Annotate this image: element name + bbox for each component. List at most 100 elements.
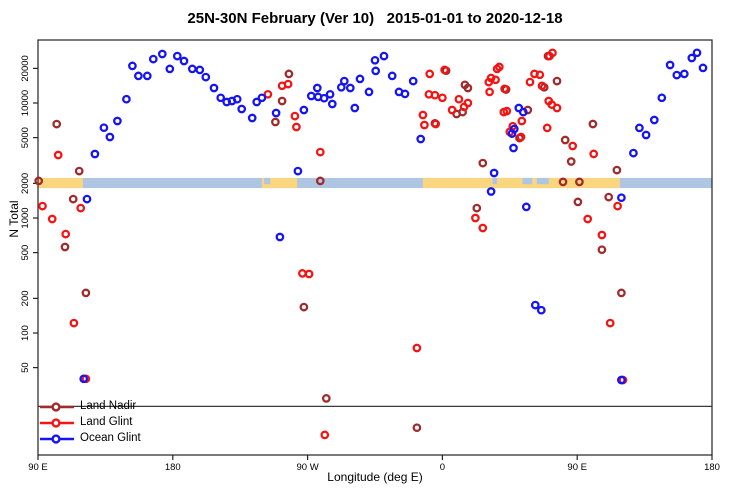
data-point-ocean-glint [635,123,644,133]
data-point-land-nadir [412,423,422,433]
data-point-ocean-glint [165,64,175,74]
y-tick-label: 100 [20,325,31,341]
data-point-land-glint [283,79,293,89]
data-point-ocean-glint [679,69,689,79]
data-point-land-nadir [558,177,568,187]
data-point-land-glint [525,77,535,87]
data-point-ocean-glint [687,53,697,63]
data-point-ocean-glint [128,61,137,71]
data-point-land-nadir [552,76,562,86]
data-point-ocean-glint [275,232,285,242]
data-point-land-glint [420,120,429,130]
ocean-glint-marker-icon [40,433,74,444]
data-point-land-nadir [566,157,576,166]
data-point-ocean-glint [521,202,531,212]
data-point-land-glint [263,89,273,99]
data-point-land-nadir [299,302,309,312]
data-point-ocean-glint [649,115,659,125]
data-point-land-nadir [277,96,287,106]
data-point-land-glint [431,119,441,129]
x-tick-label: 180 [704,462,720,473]
data-point-ocean-glint [345,83,355,93]
x-tick-label: 0 [440,462,445,473]
data-point-land-nadir [588,119,598,129]
data-point-land-glint [320,430,330,440]
data-point-ocean-glint [79,374,89,384]
data-point-ocean-glint [489,168,499,178]
data-point-ocean-glint [355,74,365,84]
map-band-water-patch [492,177,498,185]
y-tick-label: 5000 [20,127,31,148]
data-point-ocean-glint [692,48,702,58]
legend-label: Land Nadir [80,400,137,412]
data-point-land-glint [535,70,545,80]
data-point-ocean-glint [379,51,389,61]
data-point-ocean-glint [629,148,638,158]
data-point-land-nadir [74,166,84,176]
data-point-ocean-glint [299,105,309,115]
data-point-land-glint [542,123,552,133]
data-point-land-glint [605,318,615,328]
data-point-land-glint [298,269,307,278]
data-point-land-glint [438,93,447,103]
data-point-land-glint [613,201,622,211]
data-point-ocean-glint [179,56,189,66]
data-point-land-glint [440,65,449,75]
data-point-land-nadir [68,194,78,204]
legend-item-land-nadir: Land Nadir [40,399,141,414]
data-point-land-nadir [463,83,473,93]
data-point-land-glint [516,132,526,142]
data-point-ocean-glint [134,71,143,81]
data-point-ocean-glint [486,187,496,196]
data-point-ocean-glint [327,99,337,109]
y-tick-label: 500 [20,245,31,261]
data-point-land-nadir [617,288,626,298]
data-point-ocean-glint [232,94,242,104]
data-point-ocean-glint [339,76,349,86]
data-point-land-nadir [573,197,583,207]
data-point-ocean-glint [90,149,100,159]
map-band-land [422,177,620,189]
y-tick-label: 1000 [20,207,31,228]
data-point-land-glint [485,87,494,97]
data-point-ocean-glint [617,375,626,385]
y-tick-label: 50 [20,362,31,373]
data-point-ocean-glint [364,87,374,97]
data-point-ocean-glint [312,83,322,93]
map-band-water-patch [264,177,271,185]
x-tick-label: 90 E [567,462,587,473]
data-point-land-glint [290,111,300,121]
data-point-ocean-glint [187,64,197,74]
data-point-ocean-glint [113,116,122,126]
map-band-land [261,177,298,189]
plot-frame [37,39,713,456]
data-point-ocean-glint [252,97,262,107]
data-point-ocean-glint [370,55,380,65]
data-point-land-glint [38,201,47,211]
data-point-land-glint [304,269,314,279]
data-point-land-nadir [271,117,280,127]
data-point-land-nadir [315,176,325,186]
map-band-water-patch [522,177,533,185]
data-point-land-nadir [81,288,91,298]
data-point-ocean-glint [657,93,667,103]
data-point-ocean-glint [416,134,426,144]
data-point-ocean-glint [530,300,540,310]
data-point-ocean-glint [518,107,528,117]
data-point-ocean-glint [99,123,109,133]
data-point-land-glint [76,203,86,213]
data-point-land-nadir [597,245,607,255]
legend-item-ocean-glint: Ocean Glint [40,431,141,446]
map-band-water-patch [536,177,549,185]
data-point-land-glint [69,318,79,328]
data-point-ocean-glint [148,54,158,64]
data-point-ocean-glint [306,91,316,101]
data-point-land-nadir [52,119,62,129]
y-tick-label: 2000 [20,173,31,194]
data-point-land-glint [500,84,509,94]
data-point-land-glint [552,103,562,113]
data-point-land-glint [597,230,607,240]
data-point-ocean-glint [509,124,519,134]
data-point-land-nadir [612,165,622,175]
